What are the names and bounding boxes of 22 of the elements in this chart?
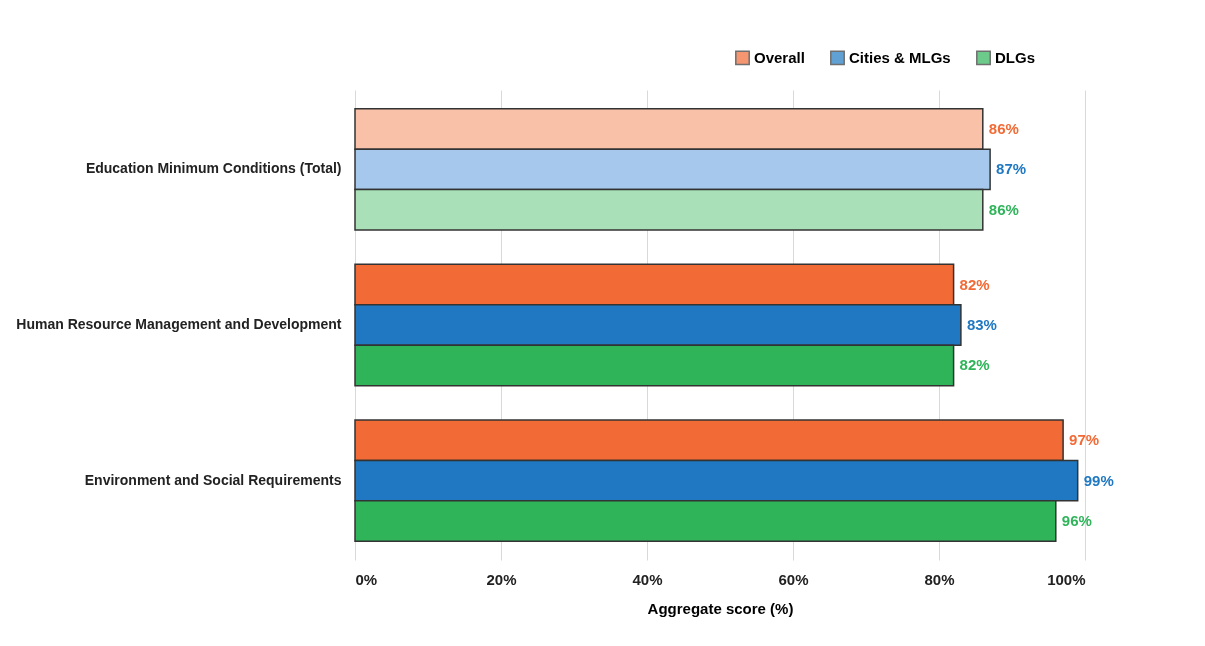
y-tick-label: Environment and Social Requirements	[84, 471, 342, 488]
x-tick-label: 40%	[632, 570, 663, 588]
y-tick-label: Human Resource Management and Development	[16, 316, 342, 332]
data-label: 82%	[959, 356, 990, 374]
data-label: 87%	[996, 160, 1027, 178]
data-label: 82%	[959, 275, 990, 293]
x-axis-title: Aggregate score (%)	[647, 599, 794, 617]
y-tick-label: Education Minimum Conditions (Total)	[85, 160, 342, 177]
data-label: 86%	[988, 200, 1019, 218]
x-tick-label: 100%	[1047, 570, 1086, 588]
x-tick-label: 0%	[355, 570, 378, 588]
x-tick-label: 20%	[486, 570, 517, 588]
legend-label: DLGs	[995, 48, 1036, 66]
data-label: 97%	[1069, 431, 1100, 449]
x-tick-label: 60%	[778, 570, 809, 588]
data-label: 83%	[966, 316, 997, 333]
data-label: 99%	[1083, 471, 1114, 489]
data-label: 86%	[988, 119, 1019, 137]
data-label: 96%	[1061, 512, 1092, 530]
legend-label: Cities & MLGs	[849, 48, 951, 66]
x-tick-label: 80%	[924, 570, 955, 588]
legend-label: Overall	[754, 48, 805, 66]
